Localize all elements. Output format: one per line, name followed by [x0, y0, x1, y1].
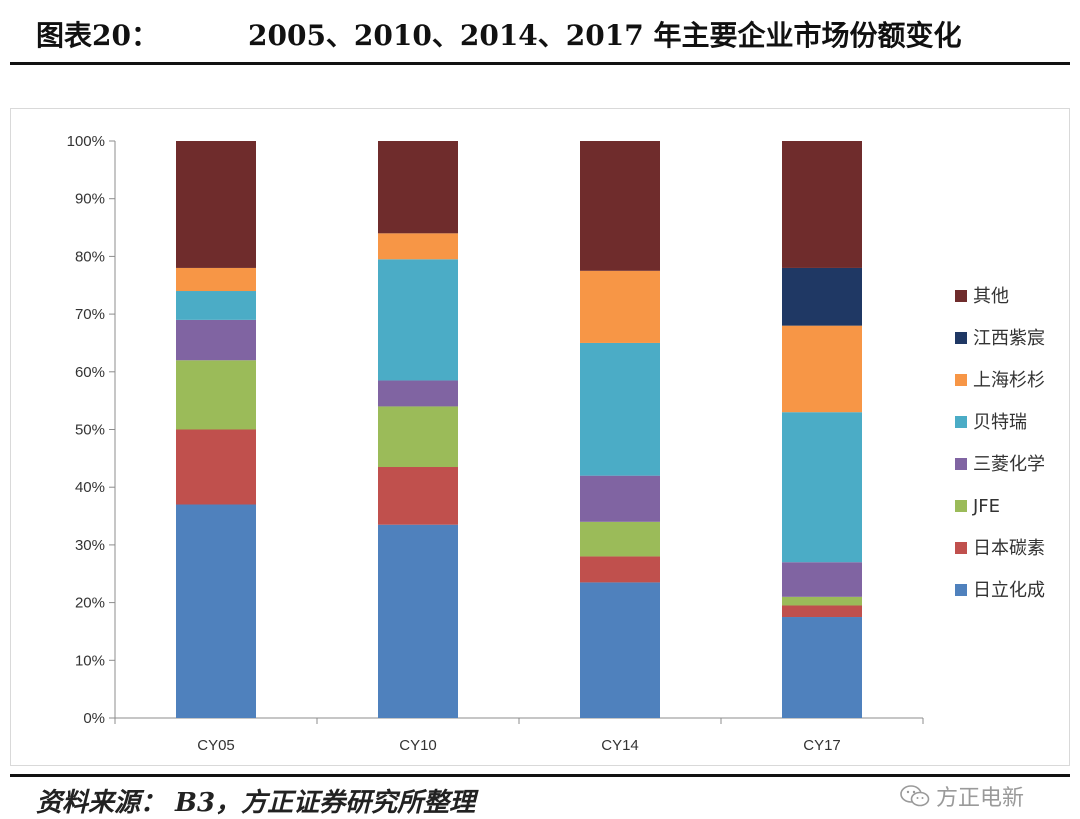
legend-swatch — [955, 458, 967, 470]
y-tick-label: 0% — [83, 710, 105, 727]
chart-frame: 0% 10% 20% 30% 40% 50% 60% 70% 80% 90% 100% CY05 CY1… — [10, 108, 1070, 766]
bar-segment — [378, 380, 458, 407]
legend-label: 上海杉杉 — [973, 370, 1045, 391]
legend-label: 日立化成 — [973, 580, 1045, 601]
y-tick-label: 50% — [75, 422, 105, 439]
legend-swatch — [955, 542, 967, 554]
bar-segment — [176, 267, 256, 292]
bar-segment — [580, 270, 660, 343]
bar-segment — [580, 582, 660, 718]
legend-label: 贝特瑞 — [973, 412, 1027, 433]
y-tick-label: 90% — [75, 191, 105, 208]
x-tick-label: CY05 — [197, 737, 235, 754]
bar-segment — [176, 360, 256, 430]
x-tick-label: CY14 — [601, 737, 639, 754]
bar-segment — [782, 562, 862, 597]
bar-segment — [782, 596, 862, 606]
figure-label: 图表20： — [36, 19, 159, 52]
y-tick-label: 20% — [75, 595, 105, 612]
bar-segment — [782, 267, 862, 326]
bar-segment — [378, 467, 458, 525]
legend-swatch — [955, 500, 967, 512]
wechat-icon — [900, 785, 930, 807]
bar-segment — [782, 412, 862, 563]
legend-label: 江西紫宸 — [973, 328, 1045, 349]
legend-swatch — [955, 416, 967, 428]
legend-label: 三菱化学 — [973, 454, 1045, 475]
bar-segment — [176, 291, 256, 320]
stacked-bar-chart: 0% 10% 20% 30% 40% 50% 60% 70% 80% 90% 100% CY05 CY1… — [67, 133, 1045, 754]
bottom-rule — [10, 774, 1070, 777]
watermark-text: 方正电新 — [936, 786, 1025, 811]
bar-segment — [176, 141, 256, 268]
bar-segment — [580, 521, 660, 557]
legend-swatch — [955, 332, 967, 344]
bar-segment — [580, 556, 660, 583]
figure-title: 2005、2010、2014、2017 年主要企业市场份额变化 — [248, 19, 962, 52]
bar-segment — [378, 406, 458, 468]
legend-label: 其他 — [973, 286, 1009, 307]
bar-segment — [580, 141, 660, 271]
bar-segment — [580, 475, 660, 522]
watermark: 方正电新 — [900, 780, 1024, 812]
bar-segment — [782, 325, 862, 413]
bar-segment — [782, 605, 862, 618]
y-tick-label: 10% — [75, 652, 105, 669]
y-tick-label: 100% — [67, 133, 105, 150]
legend-swatch — [955, 374, 967, 386]
bar-segment — [782, 141, 862, 268]
x-tick-label: CY17 — [803, 737, 841, 754]
y-tick-label: 60% — [75, 364, 105, 381]
legend-label: JFE — [972, 496, 1000, 517]
legend-label: 日本碳素 — [973, 538, 1045, 559]
source-note: 资料来源： B3，方正证券研究所整理 — [36, 788, 476, 818]
top-rule — [10, 62, 1070, 65]
bar-segment — [580, 342, 660, 476]
bar-segment — [176, 429, 256, 505]
y-tick-label: 30% — [75, 537, 105, 554]
y-tick-label: 70% — [75, 306, 105, 323]
bar-segment — [378, 259, 458, 381]
bar-segment — [378, 141, 458, 234]
bar-segment — [782, 617, 862, 718]
legend-swatch — [955, 290, 967, 302]
x-tick-label: CY10 — [399, 737, 437, 754]
y-tick-label: 80% — [75, 248, 105, 265]
bar-segment — [378, 233, 458, 260]
bar-segment — [176, 319, 256, 361]
bar-segment — [378, 524, 458, 718]
figure-header: 图表20： 2005、2010、2014、2017 年主要企业市场份额变化 — [0, 0, 1080, 62]
y-tick-label: 40% — [75, 479, 105, 496]
legend-swatch — [955, 584, 967, 596]
bar-segment — [176, 504, 256, 718]
